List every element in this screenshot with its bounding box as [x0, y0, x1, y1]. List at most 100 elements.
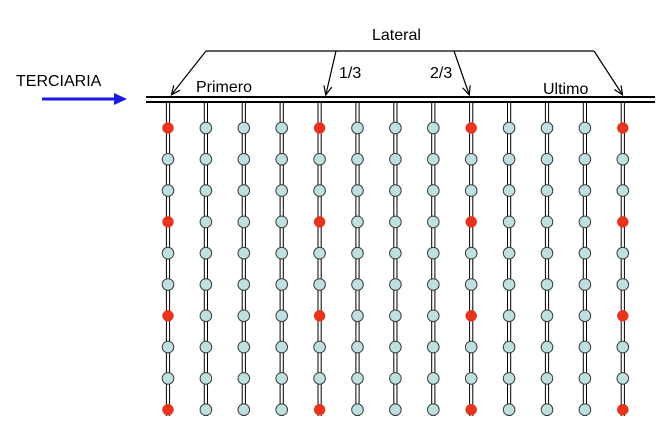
emitter-c4-r5: [275, 246, 289, 260]
emitter-c10-r1: [502, 121, 516, 135]
emitter-c6-r10: [351, 403, 364, 417]
sampled-emitter-c1-r7: [162, 310, 174, 322]
lateral-arrow-two-thirds: [453, 50, 469, 94]
sampled-emitter-c5-r4: [313, 216, 326, 228]
emitter-c6-r7: [351, 309, 364, 323]
two-thirds-label: 2/3: [430, 65, 452, 82]
emitter-c7-r8: [389, 340, 402, 354]
emitter-c12-r6: [578, 278, 592, 291]
emitter-c7-r10: [389, 403, 402, 417]
emitter-c3-r4: [237, 215, 251, 229]
emitter-c3-r6: [237, 278, 251, 291]
emitter-c8-r3: [427, 184, 440, 197]
emitter-c3-r1: [237, 121, 251, 135]
emitter-c8-r2: [427, 153, 440, 166]
sampled-emitter-c13-r1: [617, 122, 629, 134]
emitter-c4-r2: [275, 153, 289, 166]
sampled-emitter-c9-r4: [465, 216, 477, 228]
emitter-c1-r8: [161, 340, 175, 354]
emitter-c10-r7: [502, 309, 516, 323]
emitter-c10-r10: [502, 403, 516, 417]
emitter-c10-r9: [502, 372, 516, 385]
emitter-c11-r9: [540, 372, 554, 385]
emitter-c11-r10: [540, 403, 554, 417]
emitter-c2-r4: [199, 215, 213, 229]
emitter-c9-r8: [464, 340, 478, 354]
sampled-emitter-c9-r1: [465, 122, 477, 134]
emitter-c1-r6: [161, 278, 175, 291]
sampled-emitter-c1-r4: [162, 216, 174, 228]
emitter-c8-r10: [427, 403, 440, 417]
emitter-c3-r7: [237, 309, 251, 323]
emitter-c5-r5: [313, 246, 326, 260]
sampled-emitter-c9-r10: [465, 403, 477, 416]
lateral-label: Lateral: [372, 27, 421, 44]
emitter-c8-r4: [427, 215, 440, 229]
emitter-c7-r4: [389, 215, 402, 229]
emitter-c2-r7: [199, 309, 213, 323]
emitter-c10-r4: [502, 215, 516, 229]
emitter-c7-r6: [389, 278, 402, 291]
emitter-c2-r1: [199, 121, 213, 135]
primero-label: Primero: [196, 79, 252, 96]
emitter-c8-r1: [427, 121, 440, 135]
emitter-c13-r3: [616, 184, 630, 197]
emitter-c6-r8: [351, 340, 364, 354]
emitter-c8-r8: [427, 340, 440, 354]
emitter-c12-r2: [578, 153, 592, 166]
emitter-c12-r8: [578, 340, 592, 354]
emitter-c7-r7: [389, 309, 402, 323]
lateral-arrow-primero: [172, 50, 207, 94]
one-third-label: 1/3: [339, 65, 361, 82]
emitter-c11-r3: [540, 184, 554, 197]
emitter-c6-r2: [351, 153, 364, 166]
emitter-c7-r9: [389, 372, 402, 385]
emitter-c3-r3: [237, 184, 251, 197]
emitter-c12-r1: [578, 121, 592, 135]
emitter-c5-r9: [313, 372, 326, 385]
emitter-c13-r9: [616, 372, 630, 385]
lateral-arrow-one-third: [326, 50, 337, 94]
emitter-c13-r2: [616, 153, 630, 166]
terciaria-label: TERCIARIA: [16, 73, 102, 90]
emitter-c3-r2: [237, 153, 251, 166]
emitter-c3-r10: [237, 403, 251, 417]
emitter-c6-r1: [351, 121, 364, 135]
emitter-grid: [161, 121, 630, 417]
emitter-c4-r6: [275, 278, 289, 291]
emitter-c2-r3: [199, 184, 213, 197]
emitter-c12-r7: [578, 309, 592, 323]
emitter-c4-r7: [275, 309, 289, 323]
emitter-c9-r6: [464, 278, 478, 291]
emitter-c5-r8: [313, 340, 326, 354]
sampled-emitter-c1-r1: [162, 122, 174, 134]
emitter-c9-r3: [464, 184, 478, 197]
emitter-c3-r8: [237, 340, 251, 354]
emitter-c1-r2: [161, 153, 175, 166]
emitter-c2-r2: [199, 153, 213, 166]
emitter-c2-r10: [199, 403, 213, 417]
emitter-c4-r4: [275, 215, 289, 229]
sampled-emitter-c9-r7: [465, 310, 477, 322]
emitter-c4-r8: [275, 340, 289, 354]
emitter-c7-r1: [389, 121, 402, 135]
emitter-c2-r5: [199, 246, 213, 260]
emitter-c11-r4: [540, 215, 554, 229]
emitter-c2-r8: [199, 340, 213, 354]
lateral-arrow-ultimo: [593, 50, 622, 94]
emitter-c13-r5: [616, 246, 630, 260]
emitter-c11-r2: [540, 153, 554, 166]
emitter-c6-r9: [351, 372, 364, 385]
emitter-c10-r2: [502, 153, 516, 166]
emitter-c2-r9: [199, 372, 213, 385]
emitter-c9-r5: [464, 246, 478, 260]
sampled-emitter-c5-r1: [313, 122, 326, 134]
emitter-c4-r9: [275, 372, 289, 385]
emitter-c11-r5: [540, 246, 554, 260]
sampled-emitter-c1-r10: [162, 403, 174, 416]
emitter-c13-r8: [616, 340, 630, 354]
emitter-c8-r9: [427, 372, 440, 385]
emitter-c11-r6: [540, 278, 554, 291]
emitter-c3-r5: [237, 246, 251, 260]
